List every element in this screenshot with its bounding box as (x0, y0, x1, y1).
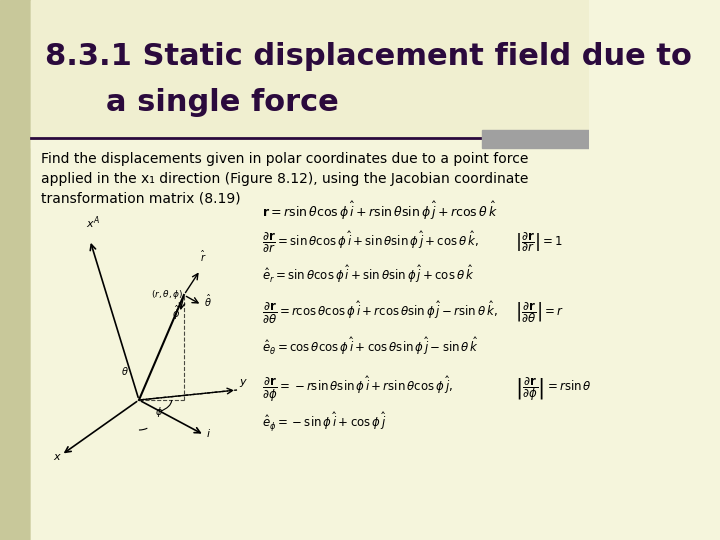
Text: $\mathbf{r} = r\sin\theta\cos\phi\,\hat{i} + r\sin\theta\sin\phi\,\hat{j} + r\co: $\mathbf{r} = r\sin\theta\cos\phi\,\hat{… (261, 200, 498, 222)
Text: $\hat{r}$: $\hat{r}$ (200, 249, 207, 264)
Text: $\theta$: $\theta$ (121, 365, 129, 377)
Text: $\hat{e}_r = \sin\theta\cos\phi\,\hat{i} + \sin\theta\sin\phi\,\hat{j} + \cos\th: $\hat{e}_r = \sin\theta\cos\phi\,\hat{i}… (261, 263, 474, 285)
Text: 8.3.1 Static displacement field due to: 8.3.1 Static displacement field due to (45, 42, 692, 71)
Text: $\left|\dfrac{\partial\mathbf{r}}{\partial r}\right| = 1$: $\left|\dfrac{\partial\mathbf{r}}{\parti… (515, 230, 563, 254)
Text: $(r,\theta,\phi)$: $(r,\theta,\phi)$ (151, 288, 184, 301)
Text: $\dfrac{\partial\mathbf{r}}{\partial\theta} = r\cos\theta\cos\phi\,\hat{i} + r\c: $\dfrac{\partial\mathbf{r}}{\partial\the… (261, 300, 498, 326)
Bar (0, 0, 31, 540)
Text: a single force: a single force (107, 88, 339, 117)
Text: $y$: $y$ (238, 377, 248, 389)
Text: $\left|\dfrac{\partial\mathbf{r}}{\partial\phi}\right| = r\sin\theta$: $\left|\dfrac{\partial\mathbf{r}}{\parti… (515, 375, 592, 403)
Text: $\hat{e}_\theta = \cos\theta\cos\phi\,\hat{i} + \cos\theta\sin\phi\,\hat{j} - \s: $\hat{e}_\theta = \cos\theta\cos\phi\,\h… (261, 335, 479, 357)
Text: $\hat{\theta}$: $\hat{\theta}$ (204, 293, 211, 309)
Text: $i$: $i$ (206, 427, 211, 439)
Text: Find the displacements given in polar coordinates due to a point force
applied i: Find the displacements given in polar co… (41, 152, 528, 205)
Bar (482, 130, 588, 148)
Bar (31, 0, 588, 148)
Text: $\left|\dfrac{\partial\mathbf{r}}{\partial\theta}\right| = r$: $\left|\dfrac{\partial\mathbf{r}}{\parti… (515, 300, 564, 325)
Text: $\dfrac{\partial\mathbf{r}}{\partial r} = \sin\theta\cos\phi\,\hat{i} + \sin\the: $\dfrac{\partial\mathbf{r}}{\partial r} … (261, 230, 479, 255)
Text: $x^A$: $x^A$ (86, 215, 100, 232)
Text: $x$: $x$ (53, 452, 62, 462)
Text: $\dfrac{\partial\mathbf{r}}{\partial\phi} = -r\sin\theta\sin\phi\,\hat{i} + r\si: $\dfrac{\partial\mathbf{r}}{\partial\phi… (261, 375, 453, 404)
Bar (31, 138, 588, 540)
Text: $\hat{e}_\phi = -\sin\phi\,\hat{i} + \cos\phi\,\hat{j}$: $\hat{e}_\phi = -\sin\phi\,\hat{i} + \co… (261, 410, 387, 433)
Text: $\hat{\phi}$: $\hat{\phi}$ (171, 304, 180, 322)
Text: $\phi$: $\phi$ (156, 405, 163, 419)
